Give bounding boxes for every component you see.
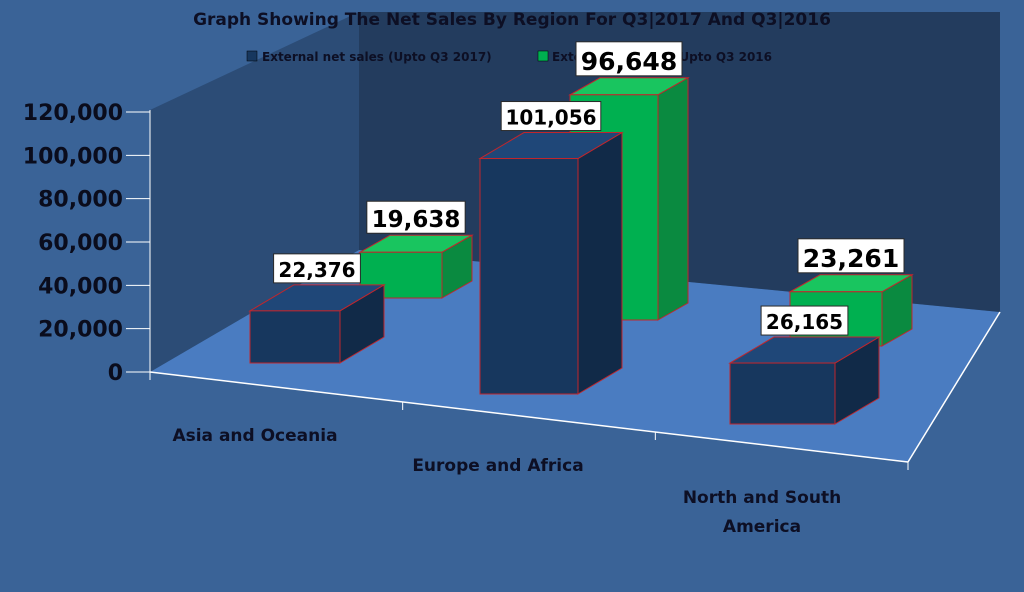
category-label: Europe and Africa xyxy=(412,456,583,476)
y-tick-label: 80,000 xyxy=(38,188,123,213)
data-label: 23,261 xyxy=(797,238,905,274)
data-label-value: 19,638 xyxy=(372,207,461,233)
data-labels: 19,638 96,648 23,261 22,376 101,056 26,165 xyxy=(273,41,905,336)
data-label-box xyxy=(500,101,602,132)
data-label-value: 96,648 xyxy=(581,47,677,76)
data-label: 22,376 xyxy=(273,253,361,284)
y-tick-label: 40,000 xyxy=(38,274,123,299)
data-label-box xyxy=(760,305,849,336)
data-label-value: 101,056 xyxy=(505,106,596,130)
y-tick-label: 0 xyxy=(108,361,123,386)
data-label: 26,165 xyxy=(760,305,849,336)
data-label-value: 22,376 xyxy=(278,258,355,282)
data-label-value: 26,165 xyxy=(766,310,843,334)
bar-front xyxy=(249,310,341,364)
data-label-box xyxy=(575,41,683,77)
data-label-value: 23,261 xyxy=(803,244,899,273)
data-label-box xyxy=(797,238,905,274)
back-wall-left xyxy=(150,12,359,372)
bar-front xyxy=(729,362,836,425)
bar-side xyxy=(577,131,623,395)
bar xyxy=(358,234,474,299)
bar xyxy=(478,131,624,395)
legend-swatch-2016 xyxy=(537,50,549,62)
legend-swatch-2017 xyxy=(246,50,258,62)
chart-title: Graph Showing The Net Sales By Region Fo… xyxy=(193,10,831,30)
bar-front xyxy=(479,158,579,395)
data-label: 96,648 xyxy=(575,41,683,77)
floor-edge-right xyxy=(907,311,1001,463)
y-tick-label: 100,000 xyxy=(23,144,123,169)
floor-edge xyxy=(149,371,909,463)
category-label: Asia and Oceania xyxy=(172,426,337,446)
data-label-box xyxy=(366,200,466,234)
data-label: 101,056 xyxy=(500,101,602,132)
bar xyxy=(248,283,386,364)
y-axis: 0 20,000 40,000 60,000 80,000 100,000 120,000 xyxy=(23,101,151,386)
y-tick-label: 120,000 xyxy=(23,101,123,126)
x-axis xyxy=(149,372,909,470)
bar xyxy=(728,336,881,425)
category-labels: Asia and Oceania Europe and Africa North a… xyxy=(172,426,841,537)
y-tick-label: 20,000 xyxy=(38,318,123,343)
bar-side xyxy=(657,76,689,321)
data-label-box xyxy=(273,253,361,284)
category-label: North and South America xyxy=(683,488,841,537)
bars xyxy=(248,76,914,425)
y-tick-label: 60,000 xyxy=(38,231,123,256)
legend-entry-2017: External net sales (Upto Q3 2017) xyxy=(262,50,492,64)
data-label: 19,638 xyxy=(366,200,466,234)
